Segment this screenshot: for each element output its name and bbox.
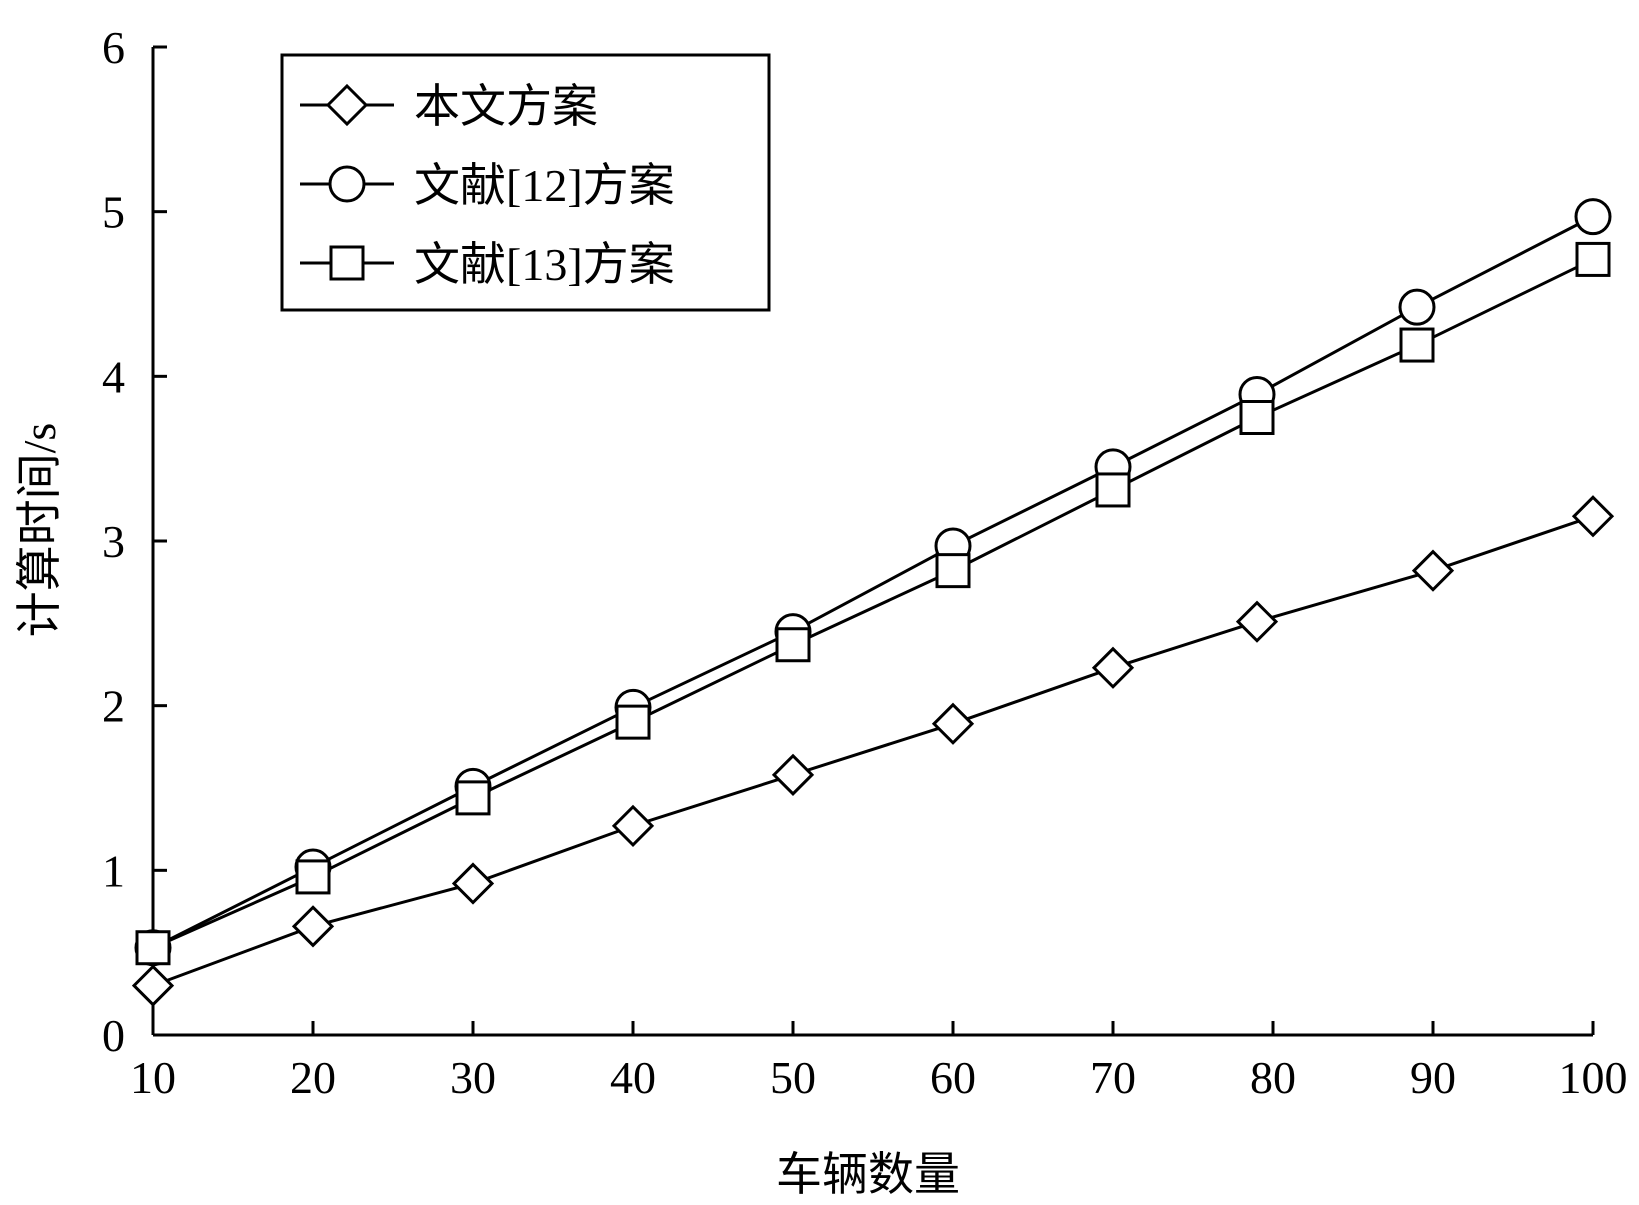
data-point-diamond <box>1411 549 1455 592</box>
data-point-square <box>295 859 331 895</box>
series-markers <box>131 198 1615 1007</box>
legend-label: 本文方案 <box>414 81 598 132</box>
data-point-diamond <box>131 964 175 1007</box>
legend-label: 文献[12]方案 <box>414 160 675 211</box>
y-tick-label: 4 <box>102 351 125 402</box>
y-tick-label: 2 <box>102 681 125 732</box>
y-axis-title: 计算时间/s <box>14 423 65 638</box>
data-point-square <box>1399 327 1435 363</box>
data-point-diamond <box>611 804 655 847</box>
data-point-diamond <box>771 753 815 796</box>
data-point-circle <box>1574 198 1612 236</box>
series-line-square <box>152 258 1594 950</box>
series-line-circle <box>152 215 1594 950</box>
x-tick-label: 70 <box>1090 1052 1136 1103</box>
ticks: 10 20 30 40 50 60 70 80 90 100 0 1 2 3 4 5 6 <box>102 22 1628 1103</box>
legend-marker-circle <box>328 165 366 203</box>
y-tick-label: 6 <box>102 22 125 73</box>
data-point-circle <box>1398 288 1436 326</box>
legend-label: 文献[13]方案 <box>414 239 675 290</box>
x-tick-label: 30 <box>450 1052 496 1103</box>
data-point-square <box>615 704 651 740</box>
x-tick-label: 80 <box>1250 1052 1296 1103</box>
x-tick-label: 40 <box>610 1052 656 1103</box>
x-tick-label: 10 <box>130 1052 176 1103</box>
y-tick-label: 3 <box>102 516 125 567</box>
data-point-square <box>1239 400 1275 435</box>
data-point-diamond <box>451 862 495 905</box>
y-tick-label: 5 <box>102 187 125 238</box>
data-point-square <box>775 627 811 663</box>
x-axis-title: 车辆数量 <box>776 1149 960 1200</box>
data-point-diamond <box>931 702 975 745</box>
data-point-diamond <box>1571 495 1615 538</box>
y-tick-label: 1 <box>102 845 125 896</box>
data-point-square <box>455 780 491 816</box>
data-point-diamond <box>1091 646 1135 689</box>
series-line-diamond <box>152 514 1594 988</box>
legend-marker-diamond <box>325 83 369 127</box>
data-point-square <box>1095 472 1131 508</box>
data-point-square <box>1575 241 1611 277</box>
y-tick-label: 0 <box>102 1010 125 1061</box>
data-point-diamond <box>291 905 335 948</box>
data-point-square <box>135 930 171 966</box>
data-point-square <box>935 553 971 589</box>
legend-marker-square <box>329 245 365 281</box>
data-point-diamond <box>1235 600 1279 643</box>
series-lines <box>152 215 1594 988</box>
x-tick-label: 90 <box>1410 1052 1456 1103</box>
x-tick-label: 20 <box>290 1052 336 1103</box>
x-tick-label: 50 <box>770 1052 816 1103</box>
x-tick-label: 60 <box>930 1052 976 1103</box>
x-tick-label: 100 <box>1559 1052 1628 1103</box>
